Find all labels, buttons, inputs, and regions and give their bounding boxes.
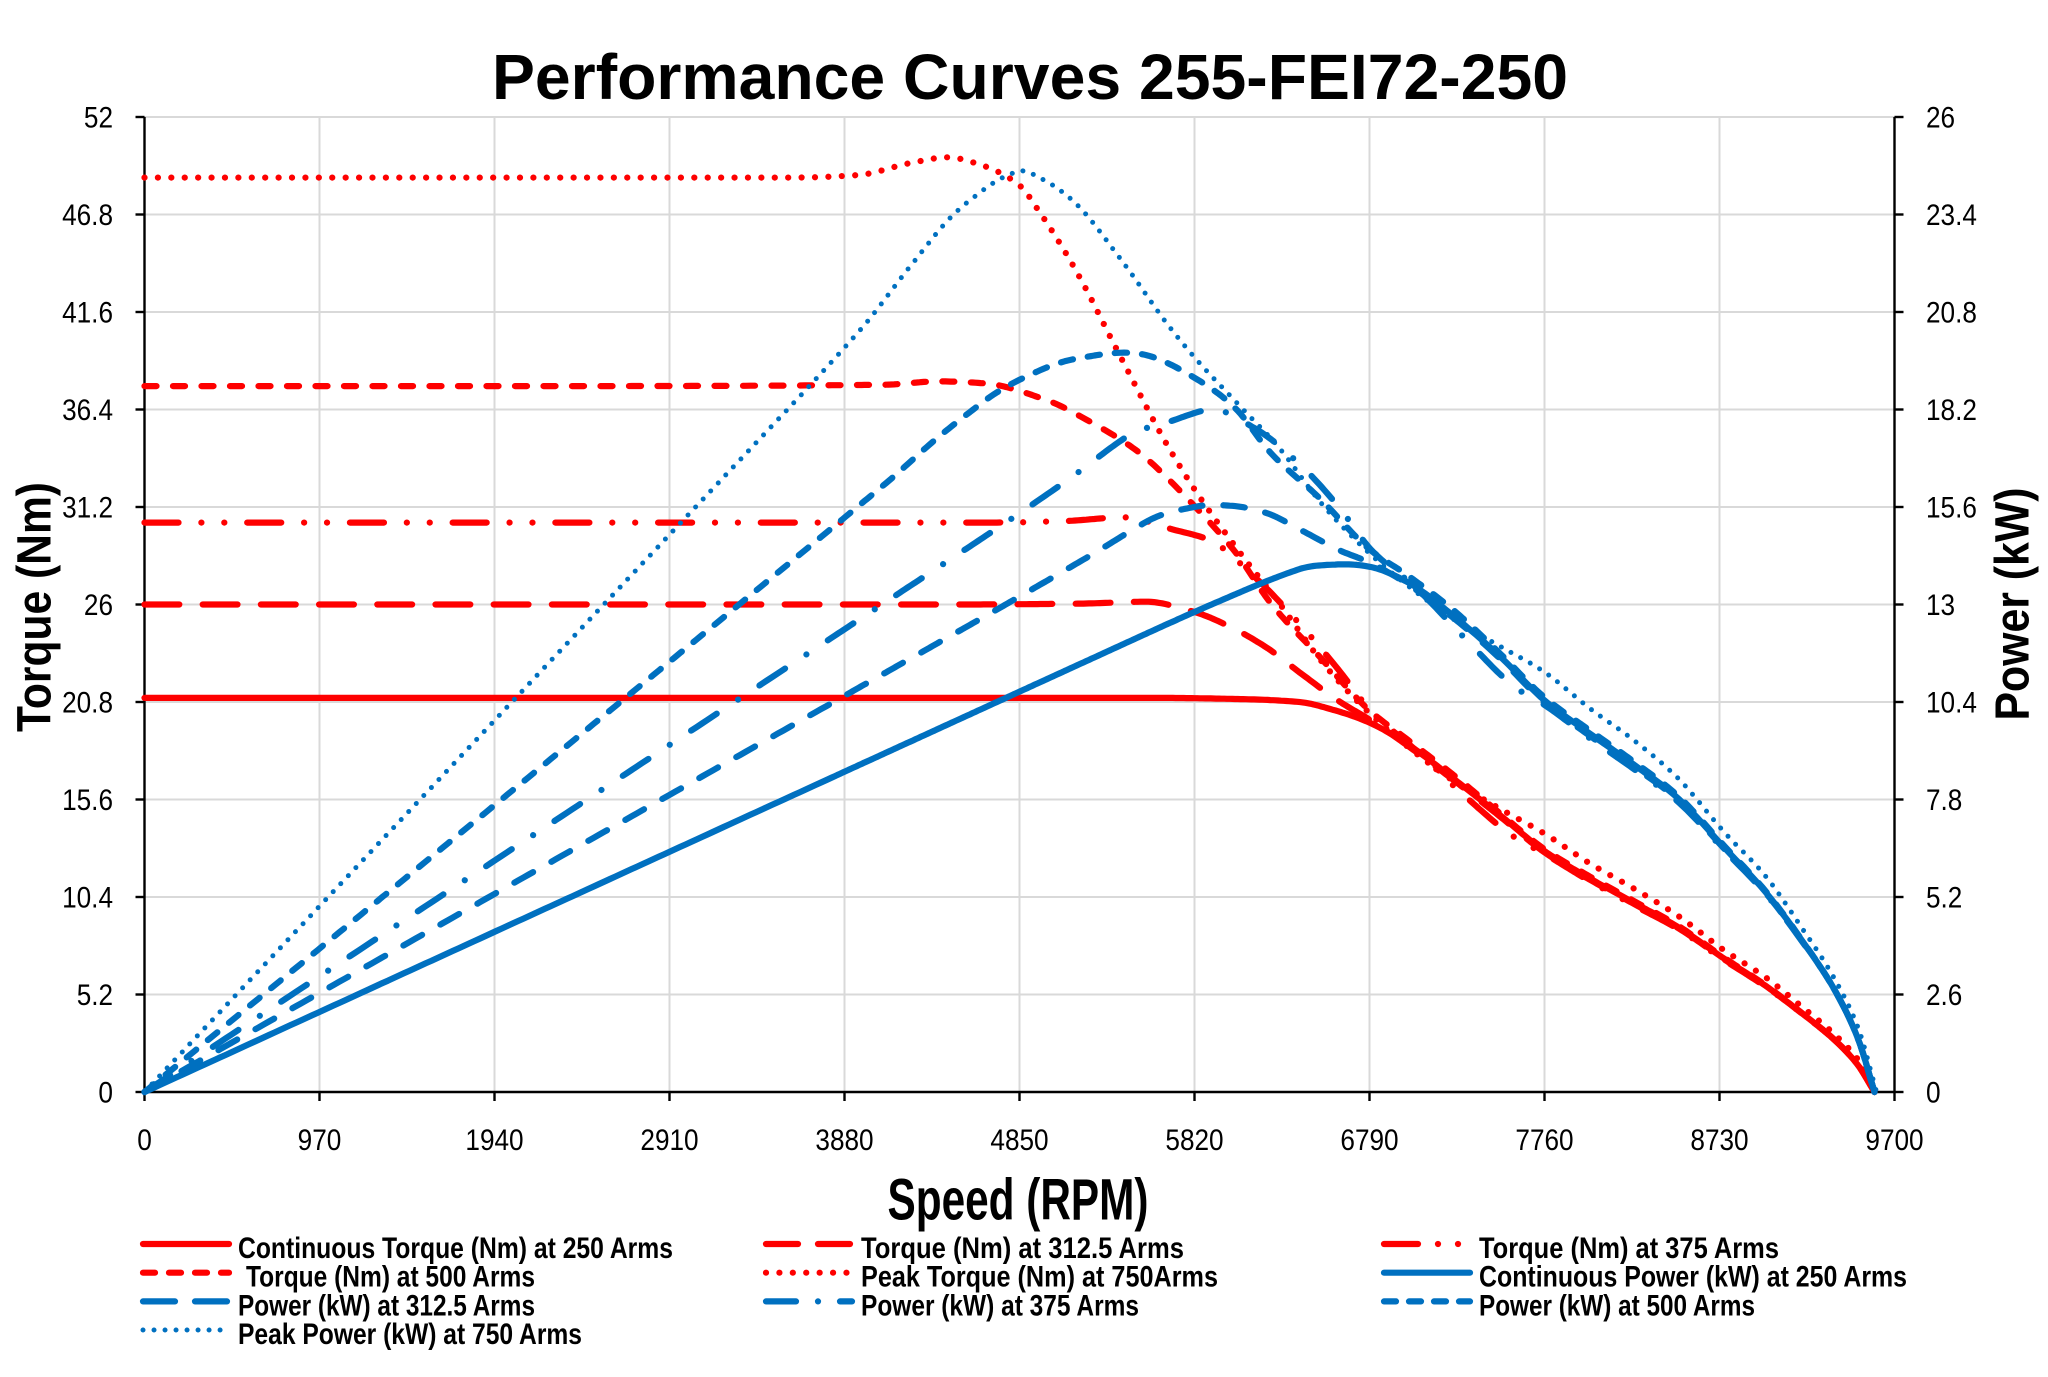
svg-text:Peak Power (kW) at 750 Arms: Peak Power (kW) at 750 Arms: [238, 1318, 582, 1351]
svg-text:26: 26: [1926, 102, 1955, 135]
svg-text:46.8: 46.8: [62, 199, 113, 232]
svg-text:15.6: 15.6: [62, 784, 113, 817]
svg-text:5820: 5820: [1165, 1124, 1223, 1157]
svg-text:Continuous Power (kW) at 250 A: Continuous Power (kW) at 250 Arms: [1479, 1261, 1907, 1294]
svg-text:5.2: 5.2: [1926, 882, 1962, 915]
svg-text:2.6: 2.6: [1926, 979, 1962, 1012]
svg-text:Torque (Nm) at 500 Arms: Torque (Nm) at 500 Arms: [246, 1261, 535, 1294]
svg-text:20.8: 20.8: [1926, 297, 1977, 330]
svg-text:41.6: 41.6: [62, 297, 113, 330]
svg-text:2910: 2910: [640, 1124, 698, 1157]
svg-text:13: 13: [1926, 589, 1955, 622]
svg-text:31.2: 31.2: [62, 492, 113, 525]
svg-text:0: 0: [137, 1124, 152, 1157]
svg-text:0: 0: [1926, 1077, 1941, 1110]
svg-text:Performance Curves 255-FEI72-2: Performance Curves 255-FEI72-250: [492, 41, 1568, 113]
svg-text:10.4: 10.4: [62, 882, 113, 915]
svg-text:Power (kW) at 375 Arms: Power (kW) at 375 Arms: [861, 1289, 1139, 1322]
svg-text:Power (kW) at 500 Arms: Power (kW) at 500 Arms: [1479, 1289, 1755, 1322]
svg-text:Torque (Nm) at 375 Arms: Torque (Nm) at 375 Arms: [1479, 1232, 1779, 1265]
svg-text:36.4: 36.4: [62, 394, 113, 427]
svg-text:15.6: 15.6: [1926, 492, 1977, 525]
svg-text:1940: 1940: [465, 1124, 523, 1157]
svg-text:20.8: 20.8: [62, 687, 113, 720]
svg-text:26: 26: [84, 589, 113, 622]
svg-text:10.4: 10.4: [1926, 687, 1977, 720]
svg-text:Torque (Nm) at 312.5 Arms: Torque (Nm) at 312.5 Arms: [861, 1232, 1184, 1265]
svg-text:5.2: 5.2: [77, 979, 113, 1012]
svg-text:Speed (RPM): Speed (RPM): [888, 1168, 1149, 1233]
svg-text:6790: 6790: [1340, 1124, 1398, 1157]
svg-text:970: 970: [298, 1124, 342, 1157]
svg-text:Power (kW) at 312.5 Arms: Power (kW) at 312.5 Arms: [238, 1289, 535, 1322]
svg-text:Torque (Nm): Torque (Nm): [9, 482, 62, 732]
svg-text:18.2: 18.2: [1926, 394, 1977, 427]
svg-text:Peak Torque (Nm) at 750Arms: Peak Torque (Nm) at 750Arms: [861, 1261, 1218, 1294]
svg-text:4850: 4850: [990, 1124, 1048, 1157]
svg-text:9700: 9700: [1865, 1124, 1923, 1157]
svg-text:52: 52: [84, 102, 113, 135]
svg-text:Power (kW): Power (kW): [1987, 488, 2040, 721]
svg-text:23.4: 23.4: [1926, 199, 1977, 232]
svg-text:0: 0: [98, 1077, 113, 1110]
svg-text:Continuous Torque (Nm) at 250: Continuous Torque (Nm) at 250 Arms: [238, 1232, 673, 1265]
svg-text:3880: 3880: [815, 1124, 873, 1157]
svg-text:8730: 8730: [1690, 1124, 1748, 1157]
svg-text:7.8: 7.8: [1926, 784, 1962, 817]
svg-text:7760: 7760: [1515, 1124, 1573, 1157]
